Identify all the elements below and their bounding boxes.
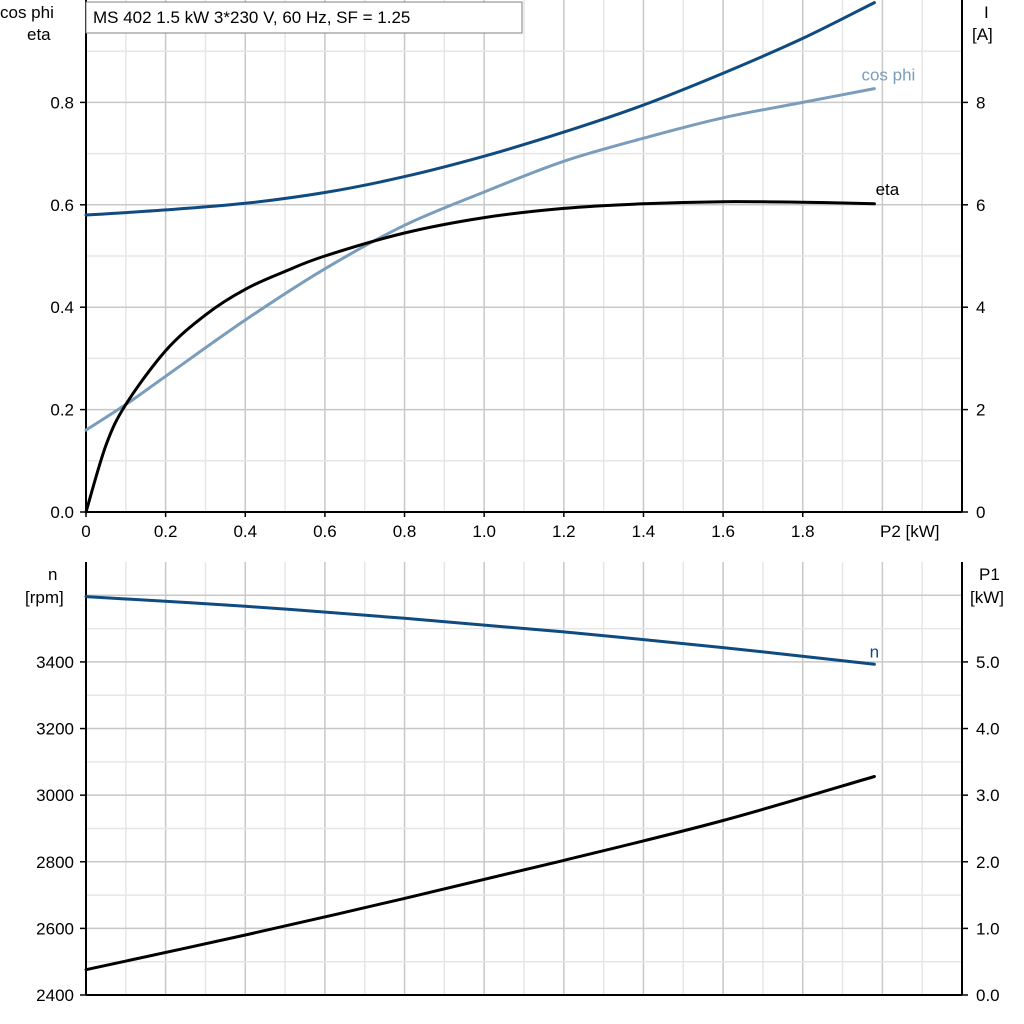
top-panel-axes [80, 0, 968, 517]
series-label-n: n [870, 642, 879, 661]
x-tick-label: 0.2 [154, 522, 178, 541]
right-tick-label: 1.0 [976, 919, 1000, 938]
series-label-cos-phi: cos phi [861, 66, 915, 85]
right-tick-label: 6 [976, 196, 985, 215]
title-box [85, 1, 523, 34]
left-tick-label: 3400 [36, 653, 74, 672]
chart-title: MS 402 1.5 kW 3*230 V, 60 Hz, SF = 1.25 [93, 8, 410, 27]
left-tick-label: 2600 [36, 919, 74, 938]
x-tick-label: 0.4 [233, 522, 257, 541]
right-tick-label: 0 [976, 503, 985, 522]
top-left-axis-label-line1: cos phi [0, 3, 54, 22]
left-tick-label: 0.2 [50, 401, 74, 420]
bottom-left-axis-label-line2: [rpm] [25, 588, 64, 607]
left-tick-label: 0.0 [50, 503, 74, 522]
right-tick-label: 5.0 [976, 653, 1000, 672]
bottom-panel-tick-labels: 2400 2600 2800 3000 3200 3400 0.0 1.0 2.0 3.0 4.0 5… [36, 653, 999, 1005]
series-line-n [84, 595, 876, 666]
series-line-p1 [84, 775, 876, 972]
x-tick-label: 1.4 [632, 522, 656, 541]
x-tick-label: 1.8 [791, 522, 815, 541]
series-line-eta [84, 200, 876, 514]
bottom-left-axis-label-line1: n [48, 565, 57, 584]
left-tick-label: 2800 [36, 853, 74, 872]
bottom-right-axis-label-line2: [kW] [970, 588, 1004, 607]
right-tick-label: 4 [976, 298, 985, 317]
left-tick-label: 3000 [36, 786, 74, 805]
x-tick-label: 0.8 [393, 522, 417, 541]
x-tick-label: 1.0 [472, 522, 496, 541]
bottom-panel-curves: n [84, 595, 879, 972]
x-tick-label: 0.6 [313, 522, 337, 541]
bottom-right-axis-label-line1: P1 [979, 565, 1000, 584]
x-tick-label: 1.2 [552, 522, 576, 541]
bottom-panel-axes [80, 562, 968, 996]
right-tick-label: 8 [976, 93, 985, 112]
left-tick-label: 2400 [36, 986, 74, 1005]
left-tick-label: 0.8 [50, 93, 74, 112]
x-tick-label: 0 [81, 522, 90, 541]
top-left-axis-label-line2: eta [27, 25, 51, 44]
left-tick-label: 3200 [36, 720, 74, 739]
top-panel-tick-labels: 0.0 0.2 0.4 0.6 0.8 0 2 4 6 8 0 0.2 0.4 0.6 0.8 1.0 1.2 1… [50, 93, 985, 541]
series-line-cos-phi [84, 87, 876, 432]
top-panel-grid [86, 0, 962, 512]
top-right-axis-label-line2: [A] [972, 25, 993, 44]
series-line-I [84, 1, 876, 217]
x-tick-label: 1.6 [711, 522, 735, 541]
right-tick-label: 2.0 [976, 853, 1000, 872]
right-tick-label: 2 [976, 401, 985, 420]
left-tick-label: 0.6 [50, 196, 74, 215]
right-tick-label: 4.0 [976, 720, 1000, 739]
left-tick-label: 0.4 [50, 298, 74, 317]
series-label-eta: eta [876, 180, 900, 199]
right-tick-label: 0.0 [976, 986, 1000, 1005]
top-right-axis-label-line1: I [984, 3, 989, 22]
right-tick-label: 3.0 [976, 786, 1000, 805]
x-axis-label: P2 [kW] [880, 522, 940, 541]
